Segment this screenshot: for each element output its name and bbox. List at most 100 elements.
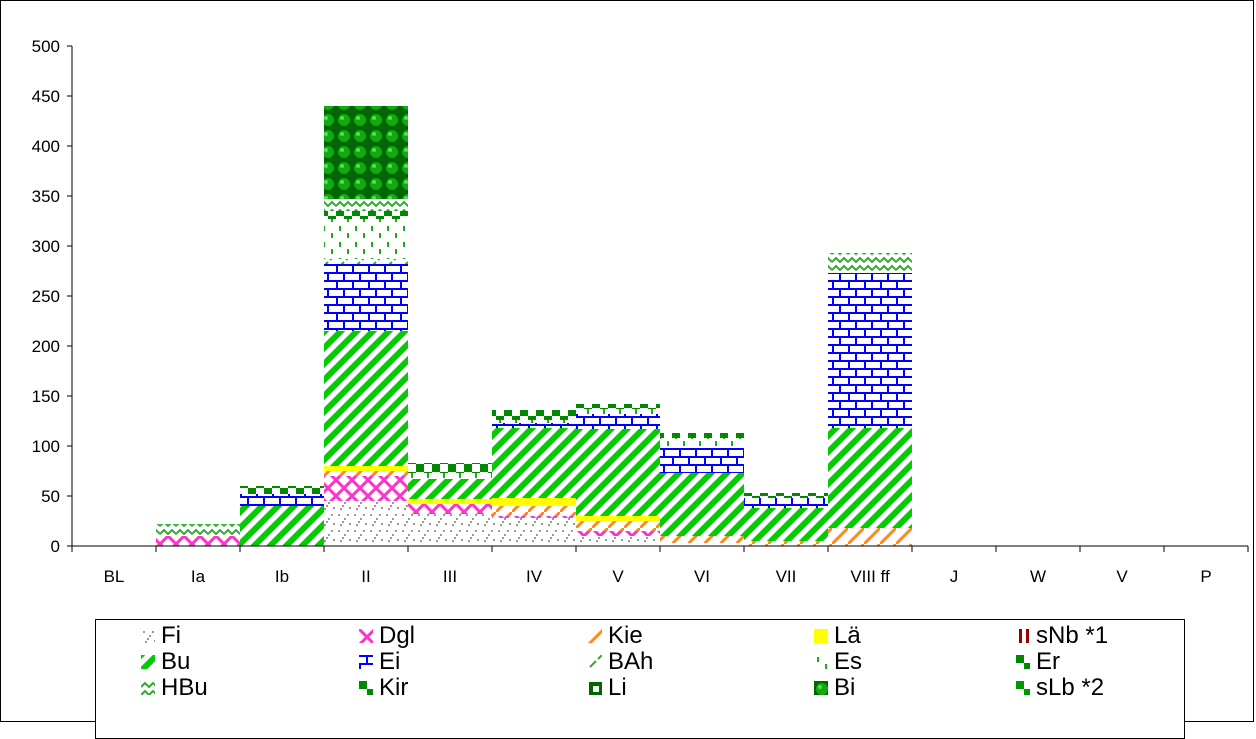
legend-label: Er bbox=[1036, 648, 1060, 675]
legend-item: Er bbox=[1016, 648, 1060, 675]
x-tick-label: VII bbox=[776, 567, 797, 586]
x-tick-label: IV bbox=[526, 567, 543, 586]
bar-segment bbox=[828, 528, 912, 546]
legend-swatch bbox=[141, 629, 155, 643]
legend-item: Fi bbox=[141, 622, 181, 649]
legend-item: BAh bbox=[588, 648, 654, 675]
legend-label: Ei bbox=[379, 648, 401, 675]
legend-item: Kie bbox=[588, 622, 643, 649]
bar-segment bbox=[408, 499, 492, 504]
legend-swatch bbox=[359, 681, 373, 695]
legend-swatch bbox=[588, 655, 602, 669]
y-tick-label: 250 bbox=[32, 287, 60, 306]
legend-item: sNb *1 bbox=[1016, 622, 1109, 649]
bar-segment bbox=[408, 514, 492, 546]
x-tick-label: III bbox=[443, 567, 457, 586]
chart-legend: Fi Dgl Kie Lä sNb *1 Bu Ei BAh Es Er HBu Kir Li Bi sLb… bbox=[95, 619, 1185, 739]
bar-segment bbox=[492, 498, 576, 506]
legend-swatch bbox=[1016, 655, 1030, 669]
legend-swatch bbox=[1016, 629, 1030, 643]
x-tick-label: VIII ff bbox=[850, 567, 890, 586]
bar-segment bbox=[576, 516, 660, 521]
y-tick-label: 200 bbox=[32, 337, 60, 356]
bar-segment bbox=[324, 471, 408, 476]
legend-label: Es bbox=[834, 648, 863, 675]
bar-segment bbox=[324, 331, 408, 466]
x-tick-label: P bbox=[1200, 567, 1211, 586]
legend-label: Dgl bbox=[379, 622, 416, 649]
bar-segment bbox=[240, 486, 324, 494]
bar-segment bbox=[492, 410, 576, 420]
legend-label: Bi bbox=[834, 674, 856, 701]
bar-segment bbox=[492, 518, 576, 546]
bar-segment bbox=[324, 264, 408, 331]
y-tick-label: 100 bbox=[32, 437, 60, 456]
bar-segment bbox=[324, 211, 408, 219]
x-tick-label: J bbox=[950, 567, 959, 586]
y-tick-label: 50 bbox=[41, 487, 60, 506]
bar-segment bbox=[660, 438, 744, 448]
bar-segment bbox=[408, 504, 492, 514]
y-tick-label: 500 bbox=[32, 37, 60, 56]
bar-segment bbox=[576, 521, 660, 531]
bar-segment bbox=[660, 536, 744, 543]
bar-segment bbox=[744, 493, 828, 498]
legend-label: sLb *2 bbox=[1036, 674, 1105, 701]
y-tick-label: 350 bbox=[32, 187, 60, 206]
legend-swatch bbox=[588, 681, 602, 695]
legend-item: Es bbox=[814, 648, 863, 675]
bar-segment bbox=[492, 506, 576, 516]
legend-label: sNb *1 bbox=[1036, 622, 1109, 649]
legend-swatch bbox=[141, 681, 155, 695]
legend-swatch bbox=[814, 655, 828, 669]
legend-label: HBu bbox=[161, 674, 208, 701]
legend-item: Bi bbox=[814, 674, 856, 701]
legend-swatch bbox=[359, 655, 373, 669]
bar-segment bbox=[576, 404, 660, 409]
y-tick-label: 450 bbox=[32, 87, 60, 106]
bar-segment bbox=[828, 253, 912, 273]
legend-item: Ei bbox=[359, 648, 401, 675]
y-tick-label: 150 bbox=[32, 387, 60, 406]
legend-swatch bbox=[814, 681, 828, 695]
bar-segment bbox=[660, 448, 744, 473]
legend-item: Dgl bbox=[359, 622, 416, 649]
x-tick-label: Ia bbox=[191, 567, 206, 586]
bar-segment bbox=[576, 409, 660, 414]
legend-swatch bbox=[141, 655, 155, 669]
legend-label: Kir bbox=[379, 674, 409, 701]
bar-segment bbox=[660, 543, 744, 546]
bar-segment bbox=[156, 524, 240, 536]
x-tick-label: V bbox=[612, 567, 624, 586]
legend-label: Bu bbox=[161, 648, 191, 675]
bar-segment bbox=[492, 423, 576, 428]
bar-segment bbox=[324, 219, 408, 259]
bar-segment bbox=[324, 259, 408, 264]
bar-segment bbox=[408, 473, 492, 479]
legend-label: Lä bbox=[834, 622, 861, 649]
bar-segment bbox=[576, 531, 660, 536]
legend-label: BAh bbox=[608, 648, 654, 675]
bar-segment bbox=[240, 494, 324, 506]
bar-segment bbox=[576, 536, 660, 546]
bar-segment bbox=[492, 420, 576, 423]
x-tick-label: W bbox=[1030, 567, 1046, 586]
bar-segment bbox=[744, 498, 828, 508]
bar-segment bbox=[744, 541, 828, 546]
bar-segment bbox=[744, 508, 828, 541]
legend-label: Fi bbox=[161, 622, 181, 649]
legend-label: Li bbox=[608, 674, 627, 701]
legend-swatch bbox=[1016, 681, 1030, 695]
legend-item: Bu bbox=[141, 648, 191, 675]
legend-item: sLb *2 bbox=[1016, 674, 1105, 701]
bar-segment bbox=[324, 501, 408, 546]
y-tick-label: 300 bbox=[32, 237, 60, 256]
bar-segment bbox=[408, 479, 492, 499]
bar-segment bbox=[240, 506, 324, 546]
bar-segment bbox=[660, 433, 744, 438]
legend-item: Li bbox=[588, 674, 627, 701]
bar-segment bbox=[408, 463, 492, 473]
legend-label: Kie bbox=[608, 622, 643, 649]
bar-segment bbox=[324, 199, 408, 211]
